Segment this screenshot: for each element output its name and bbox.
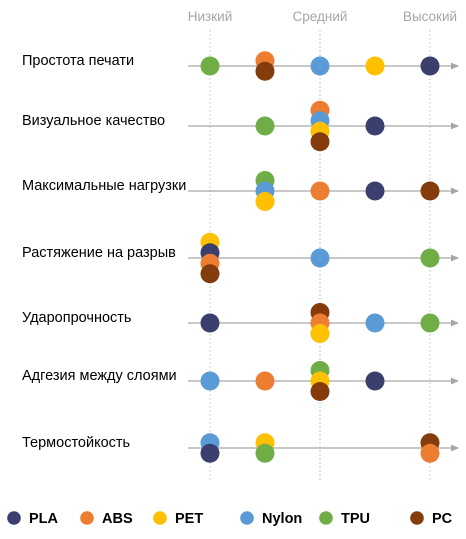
point-tpu [200, 56, 220, 76]
point-pla [365, 116, 385, 136]
legend-marker [7, 511, 21, 525]
point-pla [200, 443, 220, 463]
legend-marker [410, 511, 424, 525]
point-abs [310, 181, 330, 201]
point-abs [255, 371, 275, 391]
legend-item-pla: PLA [7, 511, 59, 527]
property-rows: Простота печати Визуальное качество Максим… [22, 51, 459, 463]
point-pla [365, 371, 385, 391]
level-labels: Низкий Средний Высокий [188, 9, 457, 24]
legend-item-pc: PC [410, 511, 453, 527]
point-nylon [365, 313, 385, 333]
legend-item-tpu: TPU [319, 511, 370, 527]
legend-label: Nylon [262, 511, 302, 527]
legend-label: PC [432, 511, 453, 527]
point-nylon [310, 56, 330, 76]
legend-marker [319, 511, 333, 525]
point-pet [365, 56, 385, 76]
row-label: Адгезия между слоями [22, 368, 177, 384]
row-label: Растяжение на разрыв [22, 245, 176, 261]
point-nylon [200, 371, 220, 391]
point-tpu [420, 248, 440, 268]
level-label: Высокий [403, 9, 457, 24]
point-nylon [310, 248, 330, 268]
point-tpu [255, 443, 275, 463]
legend-label: TPU [341, 511, 370, 527]
row-0: Простота печати [22, 51, 459, 81]
point-pla [200, 313, 220, 333]
legend-label: PET [175, 511, 203, 527]
point-tpu [255, 116, 275, 136]
row-label: Визуальное качество [22, 113, 165, 129]
point-pet [310, 324, 330, 343]
legend-label: PLA [29, 511, 59, 527]
row-6: Термостойкость [22, 433, 459, 463]
point-pet [255, 192, 275, 211]
point-tpu [420, 313, 440, 333]
level-label: Средний [293, 9, 348, 24]
point-pc [420, 181, 440, 201]
point-pc [310, 132, 330, 152]
legend-item-nylon: Nylon [240, 511, 302, 527]
row-label: Максимальные нагрузки [22, 178, 186, 194]
legend-item-abs: ABS [80, 511, 133, 527]
point-pc [310, 382, 330, 401]
legend-label: ABS [102, 511, 133, 527]
legend-marker [153, 511, 167, 525]
legend-marker [240, 511, 254, 525]
point-abs [420, 443, 440, 463]
row-3: Растяжение на разрыв [22, 232, 459, 284]
point-pla [420, 56, 440, 76]
point-pc [255, 61, 275, 81]
legend-item-pet: PET [153, 511, 203, 527]
legend: PLA ABS PET Nylon TPU PC [7, 511, 453, 527]
legend-marker [80, 511, 94, 525]
row-2: Максимальные нагрузки [22, 171, 459, 211]
point-pc [200, 264, 220, 284]
row-label: Термостойкость [22, 435, 130, 451]
row-label: Простота печати [22, 53, 134, 69]
level-label: Низкий [188, 9, 232, 24]
row-1: Визуальное качество [22, 100, 459, 152]
row-label: Ударопрочность [22, 310, 131, 326]
row-4: Ударопрочность [22, 303, 459, 343]
row-5: Адгезия между слоями [22, 361, 459, 401]
point-pla [365, 181, 385, 201]
